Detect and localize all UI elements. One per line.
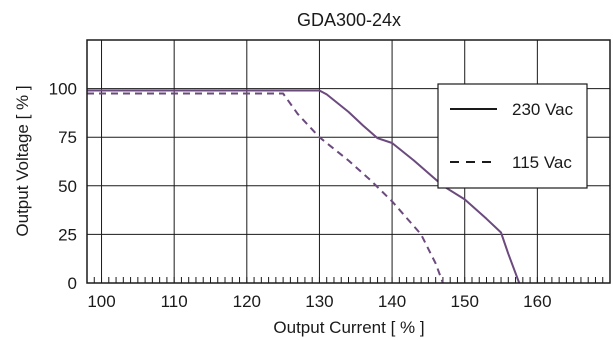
- legend-label-115vac: 115 Vac: [512, 153, 572, 172]
- y-tick-label: 0: [68, 274, 77, 293]
- y-tick-labels: 0 25 50 75 100: [49, 80, 77, 293]
- x-tick-label: 110: [161, 292, 188, 311]
- y-axis-label: Output Voltage [ % ]: [13, 85, 32, 236]
- y-tick-label: 50: [58, 177, 77, 196]
- x-axis-label: Output Current [ % ]: [273, 318, 424, 337]
- plot-frame: [86, 39, 611, 284]
- x-tick-label: 150: [451, 292, 479, 311]
- legend-box: [437, 83, 588, 189]
- x-tick-label: 160: [523, 292, 551, 311]
- x-tick-label: 100: [87, 292, 115, 311]
- series-line-230vac: [87, 89, 521, 284]
- y-tick-label: 25: [58, 225, 77, 244]
- chart-title: GDA300-24x: [297, 10, 401, 30]
- x-tick-label: 120: [233, 292, 261, 311]
- series-layer: [87, 89, 521, 284]
- x-tick-label: 130: [305, 292, 333, 311]
- x-tick-label: 140: [378, 292, 406, 311]
- minor-ticks: [86, 277, 611, 283]
- y-tick-label: 75: [58, 128, 77, 147]
- legend-label-230vac: 230 Vac: [512, 100, 574, 119]
- x-tick-labels: 100 110 120 130 140 150 160: [87, 292, 551, 311]
- legend: 230 Vac 115 Vac: [437, 83, 588, 189]
- y-tick-label: 100: [49, 80, 77, 99]
- series-line-115vac: [87, 92, 444, 284]
